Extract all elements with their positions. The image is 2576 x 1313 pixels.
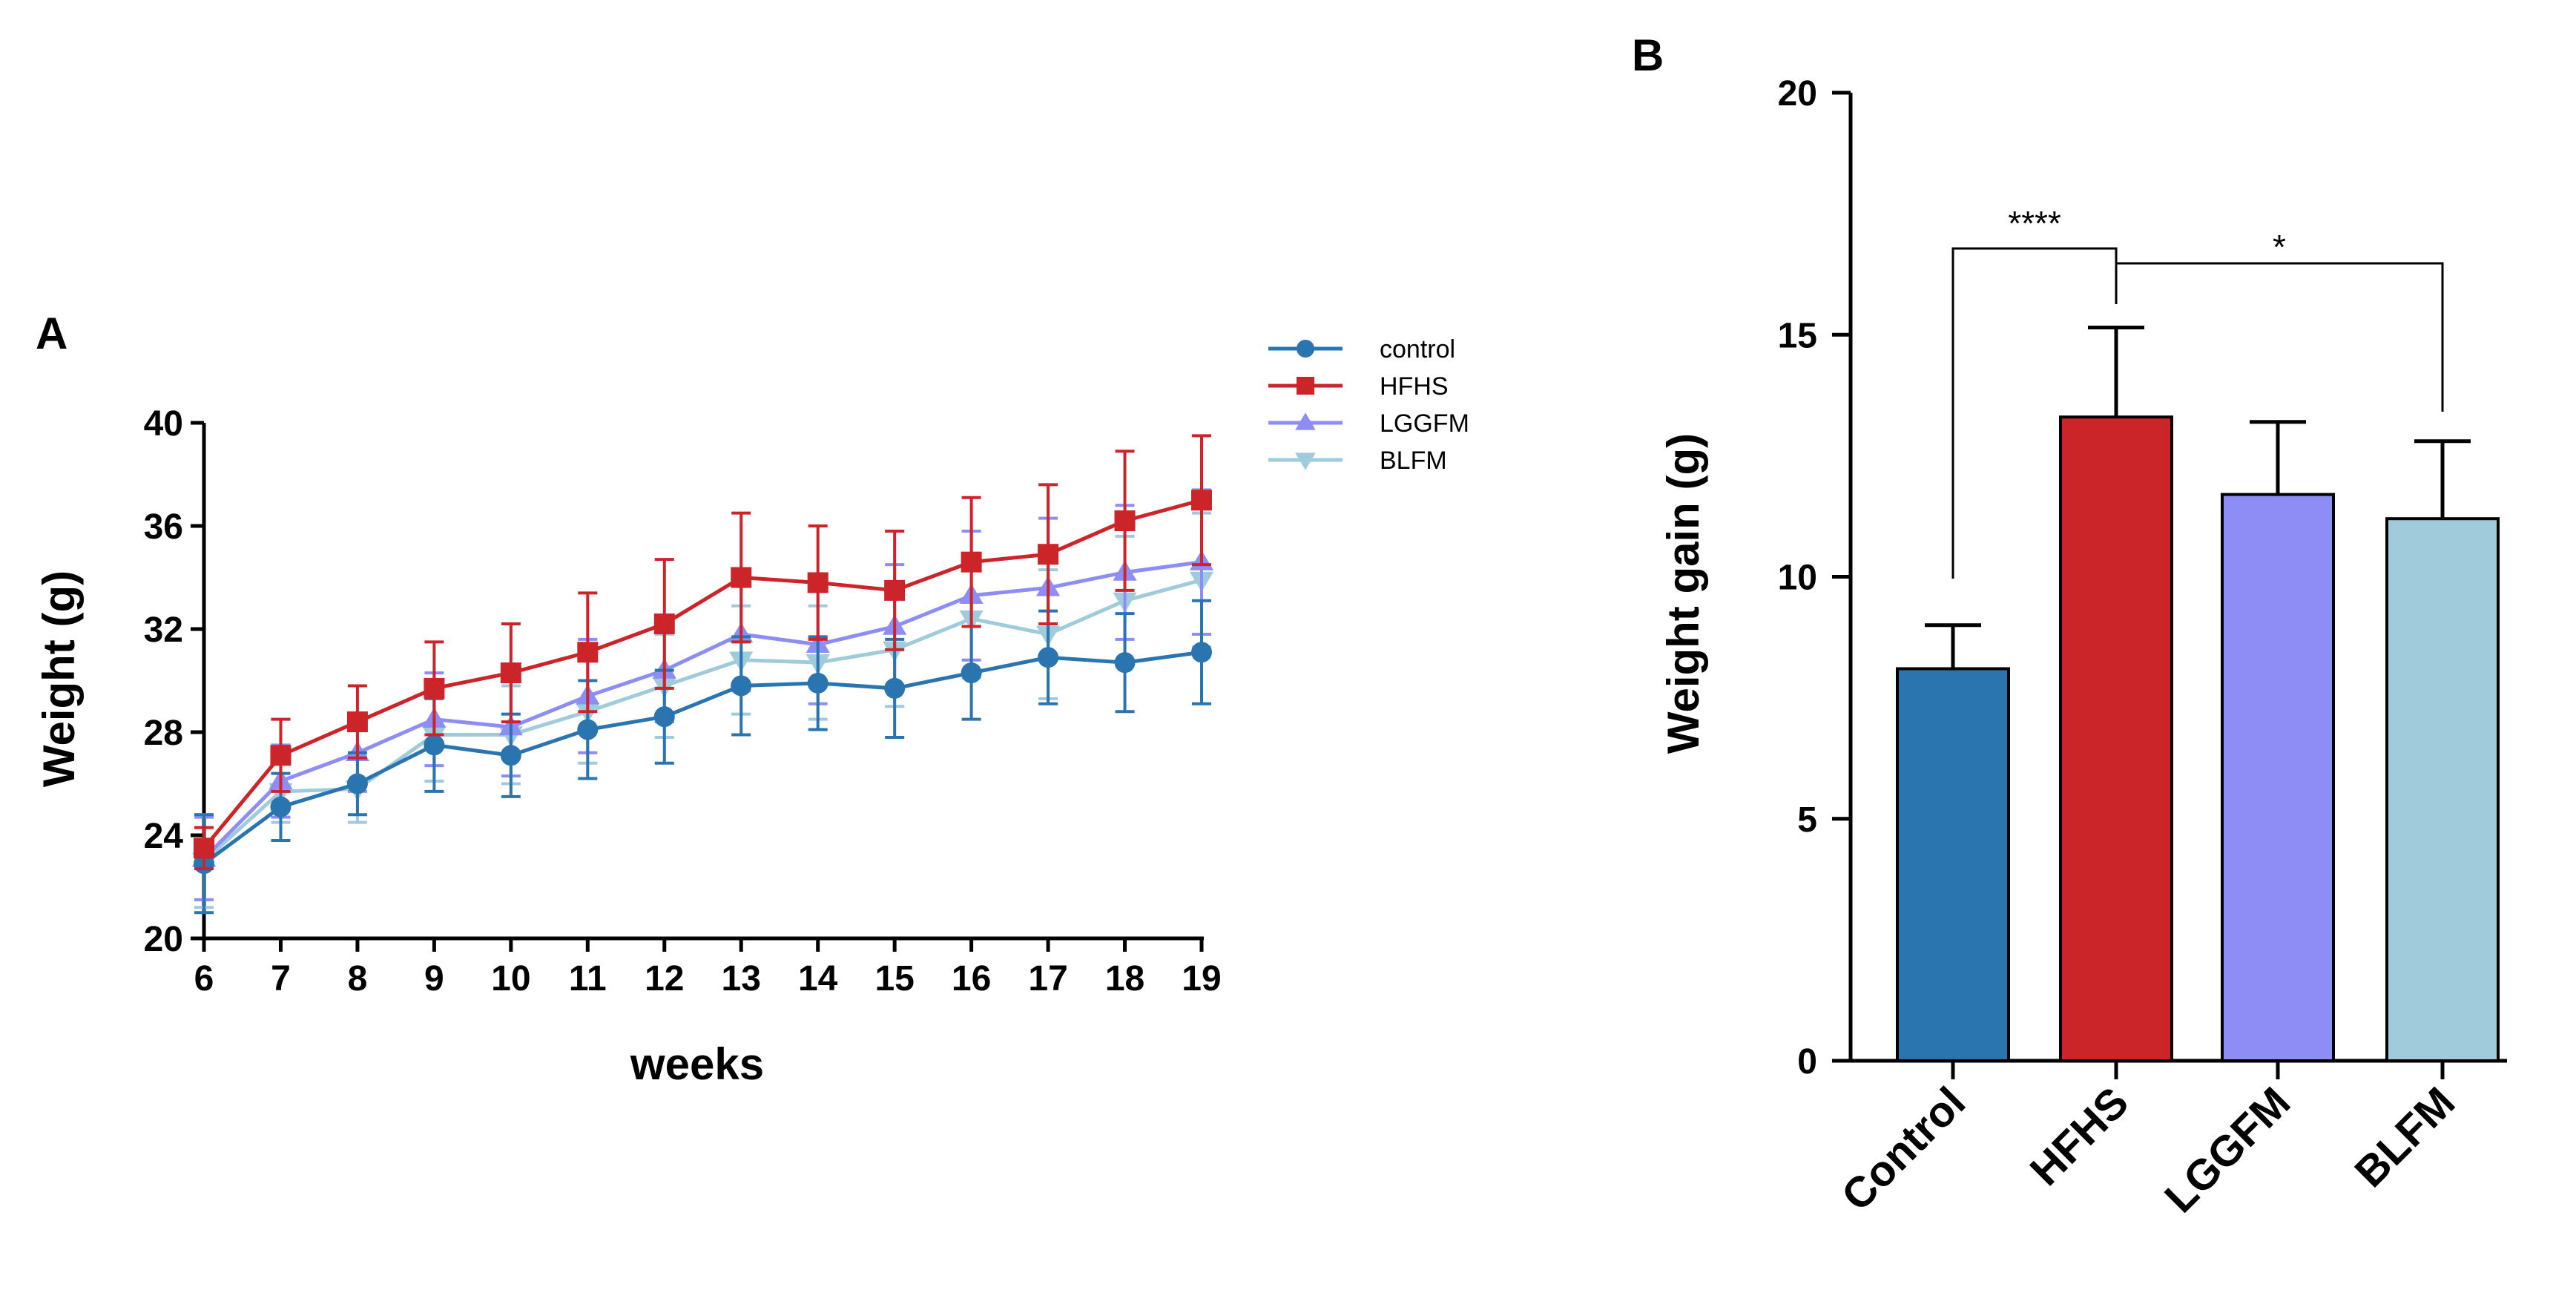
panel-a-y-axis-title: Weight (g): [34, 570, 84, 787]
data-point-hfhs: [500, 662, 521, 684]
data-point-hfhs: [1191, 490, 1212, 511]
legend-marker-lggfm: [1295, 412, 1316, 430]
data-point-control: [500, 745, 521, 766]
data-point-control: [1191, 642, 1212, 663]
data-point-control: [346, 773, 368, 794]
data-point-control: [961, 662, 982, 684]
panel-a-x-tick-label: 9: [424, 959, 444, 998]
legend-label-lggfm: LGGFM: [1380, 409, 1469, 438]
data-point-control: [653, 706, 675, 728]
panel-b-y-tick-label: 15: [1778, 316, 1817, 355]
category-label-hfhs: HFHS: [2021, 1078, 2138, 1195]
panel-a-x-axis-title: weeks: [630, 1039, 764, 1089]
panel-b-y-tick-label: 10: [1778, 559, 1817, 598]
data-point-control: [731, 675, 752, 697]
panel-a-x-tick-label: 6: [194, 959, 214, 998]
category-label-blfm: BLFM: [2345, 1078, 2464, 1197]
panel-b-y-tick-label: 20: [1778, 74, 1817, 113]
significance-label-control-hfhs: ****: [2008, 204, 2061, 243]
data-point-hfhs: [346, 711, 368, 733]
panel-b-y-axis-title: Weight gain (g): [1658, 433, 1708, 754]
series-control: [194, 599, 1212, 915]
series-line-hfhs: [202, 498, 1202, 849]
panel-a-x-tick-label: 16: [952, 959, 991, 998]
data-point-hfhs: [194, 838, 214, 859]
panel-a-y-tick-label: 20: [144, 920, 183, 959]
panel-a-x-tick-label: 7: [271, 959, 291, 998]
panel-a-y-tick-label: 32: [144, 611, 183, 650]
panel-b-y-tick-label: 5: [1797, 800, 1817, 840]
category-label-control: Control: [1832, 1078, 1974, 1220]
legend-label-hfhs: HFHS: [1380, 372, 1449, 401]
panel-a-x-tick-label: 18: [1105, 959, 1144, 998]
panel-b-label: B: [1632, 30, 1664, 80]
panel-a-x-tick-label: 11: [569, 959, 607, 998]
data-point-control: [577, 719, 599, 740]
panel-a-x-tick-label: 12: [645, 959, 684, 998]
legend-label-control: control: [1380, 335, 1455, 363]
legend-marker-blfm: [1295, 453, 1316, 470]
panel-a-x-tick-label: 13: [722, 959, 761, 998]
panel-a-y-tick-label: 36: [144, 507, 183, 547]
data-point-hfhs: [424, 677, 445, 699]
panel-a-x-tick-label: 17: [1028, 959, 1067, 998]
data-point-hfhs: [961, 551, 982, 573]
panel-a-y-tick-label: 40: [144, 404, 183, 444]
series-hfhs: [194, 434, 1212, 871]
data-point-control: [884, 677, 906, 699]
data-point-control: [1114, 652, 1136, 674]
bar-blfm: [2385, 517, 2500, 1062]
legend-label-blfm: BLFM: [1380, 447, 1447, 475]
panel-a-label: A: [36, 309, 67, 358]
data-point-hfhs: [270, 745, 291, 766]
panel-a-line-chart: A 20 24 28 32 36 40 6 7 8 9 10 11 12 13 14 15 16 17 18 19 w…: [34, 309, 1469, 1089]
data-point-hfhs: [1038, 544, 1059, 565]
panel-a-y-tick-label: 24: [144, 817, 184, 856]
bar-control: [1896, 667, 2010, 1062]
panel-a-x-tick-label: 10: [491, 959, 530, 998]
series-blfm: [191, 511, 1214, 909]
bar-lggfm: [2221, 493, 2335, 1062]
panel-a-x-tick-label: 14: [798, 959, 838, 998]
data-point-control: [1038, 647, 1059, 668]
significance-label-hfhs-blfm: *: [2273, 228, 2286, 266]
bar-hfhs: [2059, 415, 2173, 1062]
series-line-lggfm: [202, 560, 1202, 860]
series-line-blfm: [202, 578, 1202, 863]
data-point-hfhs: [807, 572, 829, 593]
panel-a-x-tick-label: 19: [1182, 959, 1221, 998]
data-point-hfhs: [653, 613, 675, 635]
data-point-hfhs: [731, 567, 752, 588]
legend-marker-hfhs: [1297, 377, 1314, 395]
panel-b-y-tick-label: 0: [1797, 1042, 1817, 1082]
data-point-hfhs: [884, 579, 906, 601]
significance-bracket-hfhs-blfm: [2115, 262, 2444, 412]
panel-a-x-tick-label: 15: [874, 959, 914, 998]
panel-a-axes: 20 24 28 32 36 40 6 7 8 9 10 11 12 13 14 15 16 17 18 19: [144, 404, 1222, 998]
data-point-hfhs: [577, 642, 599, 663]
data-point-hfhs: [1114, 510, 1136, 532]
panel-a-legend: control HFHS LGGFM BLFM: [1268, 335, 1469, 475]
panel-a-y-tick-label: 28: [144, 714, 183, 753]
data-point-control: [807, 672, 829, 694]
series-lggfm: [191, 488, 1214, 901]
category-label-lggfm: LGGFM: [2155, 1078, 2299, 1222]
data-point-control: [270, 796, 291, 817]
panel-a-x-tick-label: 8: [348, 959, 368, 998]
data-point-control: [424, 734, 445, 756]
legend-marker-control: [1297, 340, 1314, 358]
series-line-control: [202, 650, 1202, 866]
